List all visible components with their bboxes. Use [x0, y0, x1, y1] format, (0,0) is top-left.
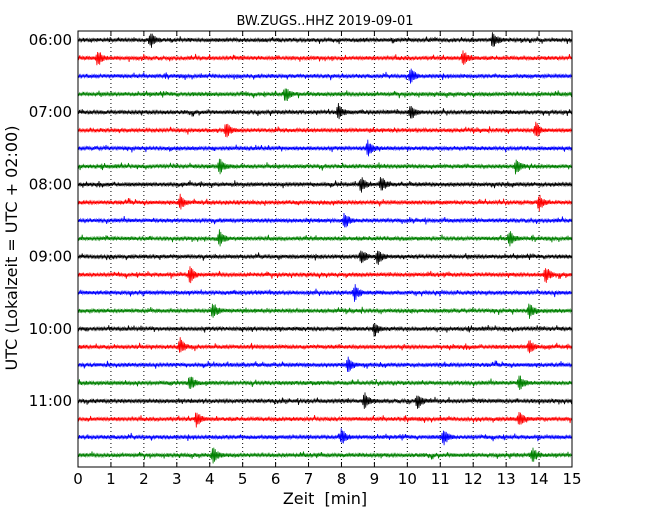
seismogram-trace — [77, 303, 572, 319]
x-tick-label: 0 — [73, 470, 83, 488]
y-tick-label: 09:00 — [29, 248, 72, 266]
seismogram-trace — [77, 121, 572, 138]
x-tick-label: 7 — [304, 470, 314, 488]
x-tick-label: 13 — [497, 470, 516, 488]
x-axis-ticks: 0 1 2 3 4 5 6 7 8 9 10 11 12 13 14 15 — [73, 31, 582, 488]
seismogram-trace — [77, 356, 572, 373]
y-axis-label: UTC (Lokalzeit = UTC + 02:00) — [2, 126, 21, 371]
seismogram-trace — [77, 323, 572, 337]
y-tick-label: 10:00 — [29, 320, 72, 338]
seismogram-trace — [77, 32, 572, 48]
seismogram-trace — [77, 68, 572, 84]
x-tick-label: 2 — [139, 470, 149, 488]
y-tick-label: 08:00 — [29, 175, 72, 193]
x-tick-label: 15 — [562, 470, 581, 488]
seismogram-trace — [77, 250, 572, 265]
x-tick-label: 14 — [530, 470, 549, 488]
x-axis-label: Zeit [min] — [283, 489, 367, 508]
seismogram-trace — [77, 229, 572, 247]
x-tick-label: 3 — [172, 470, 182, 488]
seismogram-trace — [77, 375, 572, 391]
y-tick-label: 11:00 — [29, 392, 72, 410]
chart-title: BW.ZUGS..HHZ 2019-09-01 — [236, 14, 413, 29]
x-tick-label: 10 — [398, 470, 417, 488]
seismogram-trace — [77, 447, 572, 464]
x-tick-label: 8 — [337, 470, 347, 488]
x-tick-label: 1 — [106, 470, 116, 488]
x-tick-label: 11 — [431, 470, 450, 488]
seismogram-trace — [77, 158, 572, 175]
seismogram-trace — [77, 50, 572, 66]
plot-frame — [77, 30, 573, 468]
seismogram-trace — [77, 428, 572, 446]
seismogram-trace — [77, 176, 572, 193]
seismogram-trace — [77, 337, 572, 354]
seismogram-trace — [77, 139, 572, 157]
x-tick-label: 6 — [271, 470, 281, 488]
x-tick-label: 9 — [370, 470, 380, 488]
y-axis-ticks: 06:00 07:00 08:00 09:00 10:00 11:00 — [29, 31, 572, 410]
seismogram-trace — [77, 212, 572, 228]
x-tick-label: 12 — [464, 470, 483, 488]
grid-lines — [110, 31, 540, 467]
y-tick-label: 06:00 — [29, 31, 72, 49]
x-tick-label: 5 — [238, 470, 248, 488]
seismogram-trace — [77, 88, 572, 102]
seismogram-trace — [77, 411, 572, 428]
seismogram-trace — [77, 102, 572, 120]
y-tick-label: 07:00 — [29, 103, 72, 121]
seismogram-trace — [77, 392, 572, 409]
seismogram-trace — [77, 284, 572, 302]
seismogram-trace — [77, 193, 572, 212]
x-tick-label: 4 — [205, 470, 215, 488]
seismogram-trace — [77, 266, 572, 284]
seismogram-traces — [77, 32, 572, 464]
